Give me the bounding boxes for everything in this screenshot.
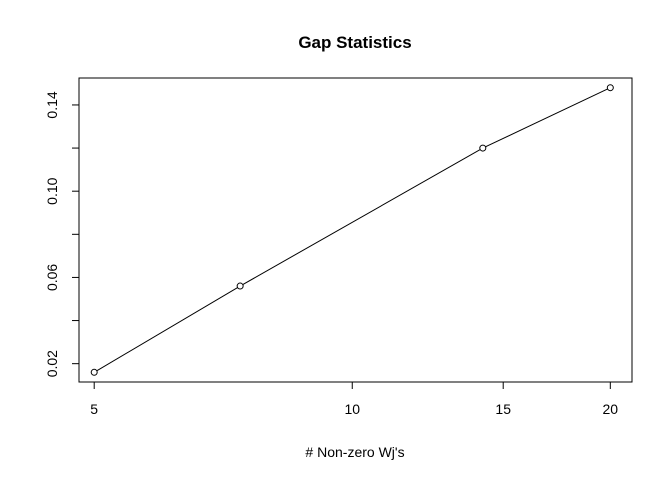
x-tick-label: 5 xyxy=(90,401,98,417)
x-axis: 5 10 15 20 xyxy=(90,381,619,417)
plot-frame xyxy=(78,77,633,383)
data-points xyxy=(90,84,614,376)
x-tick-label: 15 xyxy=(495,401,511,417)
y-tick-label: 0.02 xyxy=(44,350,60,377)
data-point xyxy=(236,282,244,290)
y-tick-label: 0.06 xyxy=(44,264,60,291)
x-tick-label: 20 xyxy=(603,401,619,417)
data-point xyxy=(606,84,614,92)
x-axis-label: # Non-zero Wj's xyxy=(305,444,404,460)
data-point xyxy=(479,144,487,152)
series-line xyxy=(93,87,611,373)
chart-title: Gap Statistics xyxy=(298,33,411,52)
y-axis: 0.02 0.06 0.10 0.14 xyxy=(44,91,80,377)
y-tick-label: 0.10 xyxy=(44,177,60,204)
data-point xyxy=(90,368,98,376)
x-tick-label: 10 xyxy=(344,401,360,417)
y-tick-label: 0.14 xyxy=(44,91,60,118)
